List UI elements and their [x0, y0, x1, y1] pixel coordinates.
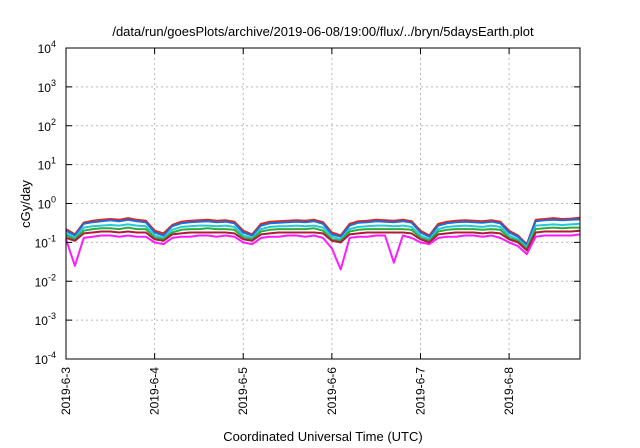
series-line-6	[65, 233, 581, 271]
y-axis: 10-4 10-3 10-2 10-1 100 101 102 103 104	[35, 39, 580, 367]
series-line-1	[65, 216, 581, 246]
series-line-2	[65, 218, 581, 247]
y-tick-label: 10-2	[35, 272, 56, 289]
series-line-4	[65, 226, 580, 250]
y-tick-label: 102	[38, 117, 56, 134]
y-tick-label: 100	[38, 195, 56, 212]
x-tick-label: 2019-6-3	[59, 367, 73, 415]
x-tick-label: 2019-6-7	[413, 367, 427, 415]
y-tick-label: 10-3	[35, 311, 56, 328]
y-tick-label: 10-1	[35, 233, 56, 250]
grid-lines	[66, 48, 580, 359]
y-tick-label: 10-4	[35, 350, 56, 367]
y-tick-label: 104	[38, 39, 56, 56]
y-tick-label: 101	[38, 156, 56, 173]
series-line-3	[65, 222, 581, 249]
chart-title: /data/run/goesPlots/archive/2019-06-08/1…	[112, 24, 534, 39]
x-axis-title: Coordinated Universal Time (UTC)	[223, 429, 422, 444]
series-line-5	[65, 229, 581, 252]
x-tick-label: 2019-6-5	[236, 367, 250, 415]
x-tick-label: 2019-6-6	[325, 367, 339, 415]
series-layer	[65, 216, 581, 271]
x-axis: 2019-6-3 2019-6-4 2019-6-5 2019-6-6 2019-6-7…	[59, 48, 516, 415]
y-tick-label: 103	[38, 78, 56, 95]
x-tick-label: 2019-6-8	[502, 367, 516, 415]
y-axis-title: cGy/day	[18, 180, 33, 228]
x-tick-label: 2019-6-4	[148, 367, 162, 415]
